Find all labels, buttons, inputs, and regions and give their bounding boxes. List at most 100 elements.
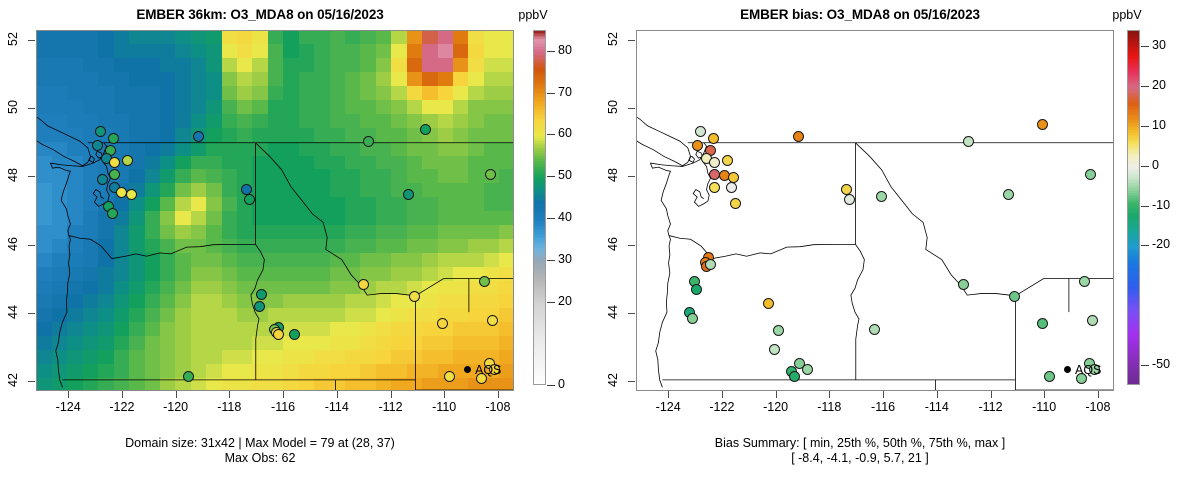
raster-cell [360, 100, 377, 115]
station-marker[interactable] [721, 154, 733, 166]
station-marker[interactable] [843, 194, 855, 206]
raster-cell [175, 266, 192, 282]
raster-cell [190, 58, 208, 74]
station-marker[interactable] [125, 189, 137, 200]
station-marker[interactable] [243, 194, 255, 206]
raster-cell [483, 183, 501, 199]
raster-cell [67, 308, 84, 324]
station-marker[interactable] [691, 139, 703, 151]
raster-cell [129, 127, 146, 143]
station-marker[interactable] [875, 190, 887, 202]
colorbar-segment [1128, 356, 1139, 360]
colorbar-segment [534, 313, 545, 316]
raster-cell [52, 113, 69, 129]
station-marker[interactable] [1089, 364, 1101, 376]
station-marker[interactable] [486, 315, 498, 326]
colorbar-segment [534, 356, 545, 360]
station-marker[interactable] [725, 182, 737, 194]
station-marker[interactable] [802, 364, 813, 376]
raster-cell [283, 280, 300, 296]
station-marker[interactable] [709, 156, 721, 168]
station-marker[interactable] [768, 343, 780, 355]
station-marker[interactable] [694, 126, 706, 137]
raster-cell [344, 127, 362, 143]
station-marker[interactable] [686, 313, 698, 325]
station-marker[interactable] [1043, 371, 1055, 383]
station-marker[interactable] [485, 168, 497, 180]
raster-cell [298, 363, 316, 379]
station-marker[interactable] [108, 132, 119, 144]
raster-cell [452, 197, 470, 212]
station-marker[interactable] [1003, 189, 1015, 200]
station-marker[interactable] [97, 173, 109, 185]
station-marker[interactable] [1078, 275, 1090, 287]
colorbar-segment [1128, 121, 1139, 125]
station-marker[interactable] [437, 318, 448, 330]
raster-cell [190, 44, 208, 60]
station-marker[interactable] [403, 189, 415, 200]
raster-cell [159, 322, 177, 337]
station-marker[interactable] [705, 258, 717, 270]
station-marker[interactable] [489, 364, 501, 376]
raster-cell [237, 252, 254, 268]
station-marker[interactable] [1075, 372, 1087, 384]
x-tick-label: -108 [1085, 400, 1111, 414]
raster-cell [159, 349, 177, 365]
station-marker[interactable] [963, 136, 975, 148]
station-marker[interactable] [121, 154, 133, 166]
station-marker[interactable] [91, 139, 103, 151]
colorbar-segment [1128, 48, 1139, 52]
raster-cell [375, 127, 393, 143]
station-marker[interactable] [109, 168, 121, 180]
raster-cell [82, 266, 100, 282]
station-marker[interactable] [192, 131, 204, 143]
station-marker[interactable] [1086, 315, 1098, 326]
colorbar-segment [534, 43, 545, 47]
station-marker[interactable] [273, 328, 285, 340]
station-marker[interactable] [1008, 291, 1020, 303]
colorbar-segment [534, 244, 545, 248]
station-marker[interactable] [109, 156, 121, 168]
colorbar-segment [1128, 60, 1139, 63]
station-marker[interactable] [419, 124, 431, 136]
station-marker[interactable] [792, 131, 804, 143]
x-tick [229, 391, 231, 398]
station-marker[interactable] [690, 284, 702, 296]
colorbar-segment [534, 272, 545, 275]
station-marker[interactable] [708, 132, 719, 144]
colorbar-segment [534, 371, 545, 374]
station-marker[interactable] [94, 126, 106, 137]
station-marker[interactable] [357, 279, 369, 291]
station-marker[interactable] [363, 136, 375, 148]
station-marker[interactable] [957, 279, 969, 291]
station-marker[interactable] [183, 371, 195, 383]
station-marker[interactable] [772, 325, 784, 337]
raster-cell [483, 252, 501, 268]
station-marker[interactable] [1037, 119, 1048, 131]
station-marker[interactable] [794, 357, 805, 369]
station-marker[interactable] [869, 323, 881, 335]
station-marker[interactable] [254, 301, 266, 313]
raster-cell [175, 100, 192, 115]
station-marker[interactable] [763, 298, 775, 309]
raster-cell [329, 141, 346, 157]
station-marker[interactable] [408, 291, 420, 303]
raster-cell [67, 127, 84, 143]
station-marker[interactable] [709, 182, 721, 194]
station-marker[interactable] [1037, 318, 1048, 330]
station-marker[interactable] [788, 371, 800, 383]
station-marker[interactable] [443, 371, 455, 383]
raster-cell [391, 197, 408, 212]
station-marker[interactable] [478, 275, 490, 287]
colorbar-tick-label: 0 [558, 377, 565, 391]
station-marker[interactable] [289, 328, 301, 340]
station-marker[interactable] [255, 289, 267, 301]
colorbar-segment [1128, 180, 1139, 183]
station-marker[interactable] [106, 207, 118, 219]
raster-cell [159, 127, 177, 143]
station-marker[interactable] [1085, 168, 1097, 180]
station-marker[interactable] [475, 372, 487, 384]
station-marker[interactable] [729, 197, 741, 209]
colorbar-segment [534, 337, 545, 340]
raster-cell [175, 183, 192, 199]
